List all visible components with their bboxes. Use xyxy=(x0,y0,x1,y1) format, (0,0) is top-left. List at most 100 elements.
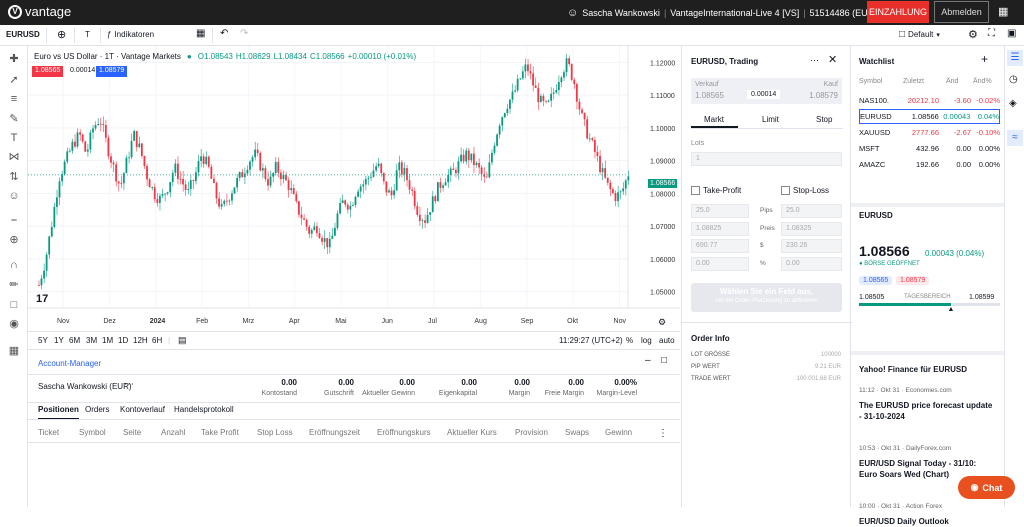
column-header[interactable]: Symbol xyxy=(79,428,106,437)
stop-loss-input[interactable]: 1.08325 xyxy=(781,222,842,236)
stop-loss-input[interactable]: 25.0 xyxy=(781,204,842,218)
col-symbol[interactable]: Symbol xyxy=(859,78,883,85)
undo-icon[interactable]: ↶ xyxy=(220,28,229,39)
range-6h[interactable]: 6H xyxy=(152,336,163,345)
account-info[interactable]: ☺ Sascha Wankowski | VantageInternationa… xyxy=(567,7,877,19)
settings-icon[interactable]: ⚙ xyxy=(968,29,978,41)
trash-icon[interactable]: ▦ xyxy=(8,345,20,357)
take-profit-checkbox[interactable]: Take-Profit xyxy=(691,186,741,195)
indicators-button[interactable]: ƒ Indikatoren xyxy=(107,30,154,39)
col-change-pct[interactable]: Änd% xyxy=(973,78,992,85)
column-header[interactable]: Anzahl xyxy=(161,428,186,437)
watchlist-row[interactable]: EURUSD 1.08566 0.00043 0.04% xyxy=(859,109,1000,124)
candlestick-chart[interactable]: 1.12000 1.11000 1.10000 1.09000 1.08000 1.070… xyxy=(28,46,680,331)
column-header[interactable]: Gewinn xyxy=(605,428,633,437)
news-headline[interactable]: The EURUSD price forecast update - 31-10… xyxy=(859,401,993,421)
trendline-icon[interactable]: ➚ xyxy=(9,74,19,86)
zoom-in-icon[interactable]: ⊕ xyxy=(9,234,19,246)
take-profit-input[interactable]: 25.0 xyxy=(691,204,749,218)
redo-icon[interactable]: ↷ xyxy=(240,28,249,39)
magnet-icon[interactable]: ∩ xyxy=(10,259,18,271)
clock[interactable]: 11:29:27 (UTC+2) xyxy=(559,336,623,345)
stop-loss-checkbox[interactable]: Stop-Loss xyxy=(781,186,829,195)
layout-dropdown[interactable]: □ Default ▾ xyxy=(899,29,940,40)
sell-price[interactable]: 1.08565 xyxy=(695,91,724,100)
minimize-icon[interactable]: – xyxy=(645,355,651,366)
news-headline[interactable]: EUR/USD Daily Outlook xyxy=(859,517,949,526)
submit-order-button[interactable]: Wählen Sie ein Feld aus, um die Order-Pl… xyxy=(691,283,842,312)
lock-drawings-icon[interactable]: ✏ xyxy=(9,279,19,291)
columns-menu-icon[interactable]: ⋮ xyxy=(658,428,668,439)
date-range-icon[interactable]: ▤ xyxy=(178,335,187,345)
column-header[interactable]: Take Profit xyxy=(201,428,239,437)
column-header[interactable]: Provision xyxy=(515,428,548,437)
buy-price-button[interactable]: 1.08579 xyxy=(96,66,128,77)
symbol-search[interactable]: EURUSD xyxy=(6,30,40,39)
ideas-icon[interactable]: ≈ xyxy=(1007,130,1023,146)
watchlist-title[interactable]: Watchlist xyxy=(859,57,895,66)
layers-icon[interactable]: ◈ xyxy=(1009,98,1017,109)
forecast-icon[interactable]: ⇅ xyxy=(9,171,19,183)
col-change[interactable]: Änd xyxy=(946,78,959,85)
chart-settings-icon[interactable]: ⚙ xyxy=(658,317,667,327)
deposit-button[interactable]: EINZAHLUNG xyxy=(867,1,929,23)
percent-toggle[interactable]: % xyxy=(626,336,634,345)
brush-icon[interactable]: ✎ xyxy=(9,113,19,125)
take-profit-input[interactable]: 1.08825 xyxy=(691,222,749,236)
price-chart[interactable]: 1.12000 1.11000 1.10000 1.09000 1.08000 1.070… xyxy=(28,46,680,331)
range-5y[interactable]: 5Y xyxy=(38,336,48,345)
tab-trade-log[interactable]: Handelsprotokoll xyxy=(174,405,234,414)
fib-icon[interactable]: ≡ xyxy=(10,93,18,105)
tab-market[interactable]: Markt xyxy=(704,115,724,124)
interval-button[interactable]: T xyxy=(85,30,90,39)
watchlist-row[interactable]: AMAZC 192.66 0.00 0.00% xyxy=(859,157,1000,172)
more-icon[interactable]: ⋯ xyxy=(810,55,819,65)
range-6m[interactable]: 6M xyxy=(69,336,81,345)
ruler-icon[interactable]: ⎯ xyxy=(11,214,17,226)
watchlist-row[interactable]: MSFT 432.96 0.00 0.00% xyxy=(859,141,1000,156)
lots-input[interactable]: 1 xyxy=(691,152,842,166)
add-symbol-icon[interactable]: ⊕ xyxy=(57,29,67,41)
apps-grid-icon[interactable]: ▦ xyxy=(998,6,1009,18)
lock-icon[interactable]: □ xyxy=(10,299,18,311)
take-profit-input[interactable]: 0.00 xyxy=(691,257,749,271)
close-icon[interactable]: ✕ xyxy=(828,54,838,66)
emoji-icon[interactable]: ☺ xyxy=(8,190,20,202)
range-3m[interactable]: 3M xyxy=(86,336,98,345)
screenshot-icon[interactable]: ▣ xyxy=(1007,28,1017,39)
logout-button[interactable]: Abmelden xyxy=(934,1,989,23)
column-header[interactable]: Swaps xyxy=(565,428,590,437)
eye-icon[interactable]: ◉ xyxy=(9,318,19,330)
buy-price[interactable]: 1.08579 xyxy=(809,91,838,100)
add-symbol-plus-icon[interactable]: + xyxy=(981,52,989,66)
column-header[interactable]: Eröffnungszeit xyxy=(309,428,360,437)
range-1m[interactable]: 1M xyxy=(102,336,114,345)
log-toggle[interactable]: log xyxy=(641,336,652,345)
watchlist-panel-icon[interactable]: ☰ xyxy=(1007,50,1023,66)
stop-loss-input[interactable]: 230.26 xyxy=(781,239,842,253)
watchlist-row[interactable]: NAS100. 20212.10 -3.60 -0.02% xyxy=(859,93,1000,108)
text-icon[interactable]: T xyxy=(10,132,18,144)
maximize-icon[interactable]: □ xyxy=(661,355,668,366)
layouts-icon[interactable]: ▦ xyxy=(196,28,206,39)
tab-limit[interactable]: Limit xyxy=(762,115,779,124)
watchlist-row[interactable]: XAUUSD 2777.66 -2.67 -0.10% xyxy=(859,125,1000,140)
tab-account-history[interactable]: Kontoverlauf xyxy=(120,405,165,414)
fullscreen-icon[interactable]: ⛶ xyxy=(988,28,995,39)
range-1y[interactable]: 1Y xyxy=(54,336,64,345)
column-header[interactable]: Stop Loss xyxy=(257,428,293,437)
account-manager-title[interactable]: Account-Manager xyxy=(38,359,102,368)
chat-button[interactable]: ◉ Chat xyxy=(958,476,1015,499)
column-header[interactable]: Aktueller Kurs xyxy=(447,428,497,437)
auto-toggle[interactable]: auto xyxy=(659,336,675,345)
tab-orders[interactable]: Orders xyxy=(85,405,110,414)
column-header[interactable]: Ticket xyxy=(38,428,60,437)
column-header[interactable]: Eröffnungskurs xyxy=(377,428,431,437)
column-header[interactable]: Seite xyxy=(123,428,142,437)
more-options-icon[interactable]: ⋯ xyxy=(124,379,134,390)
take-profit-input[interactable]: 690.77 xyxy=(691,239,749,253)
col-last[interactable]: Zuletzt xyxy=(903,78,925,85)
tab-stop[interactable]: Stop xyxy=(816,115,833,124)
stop-loss-input[interactable]: 0.00 xyxy=(781,257,842,271)
